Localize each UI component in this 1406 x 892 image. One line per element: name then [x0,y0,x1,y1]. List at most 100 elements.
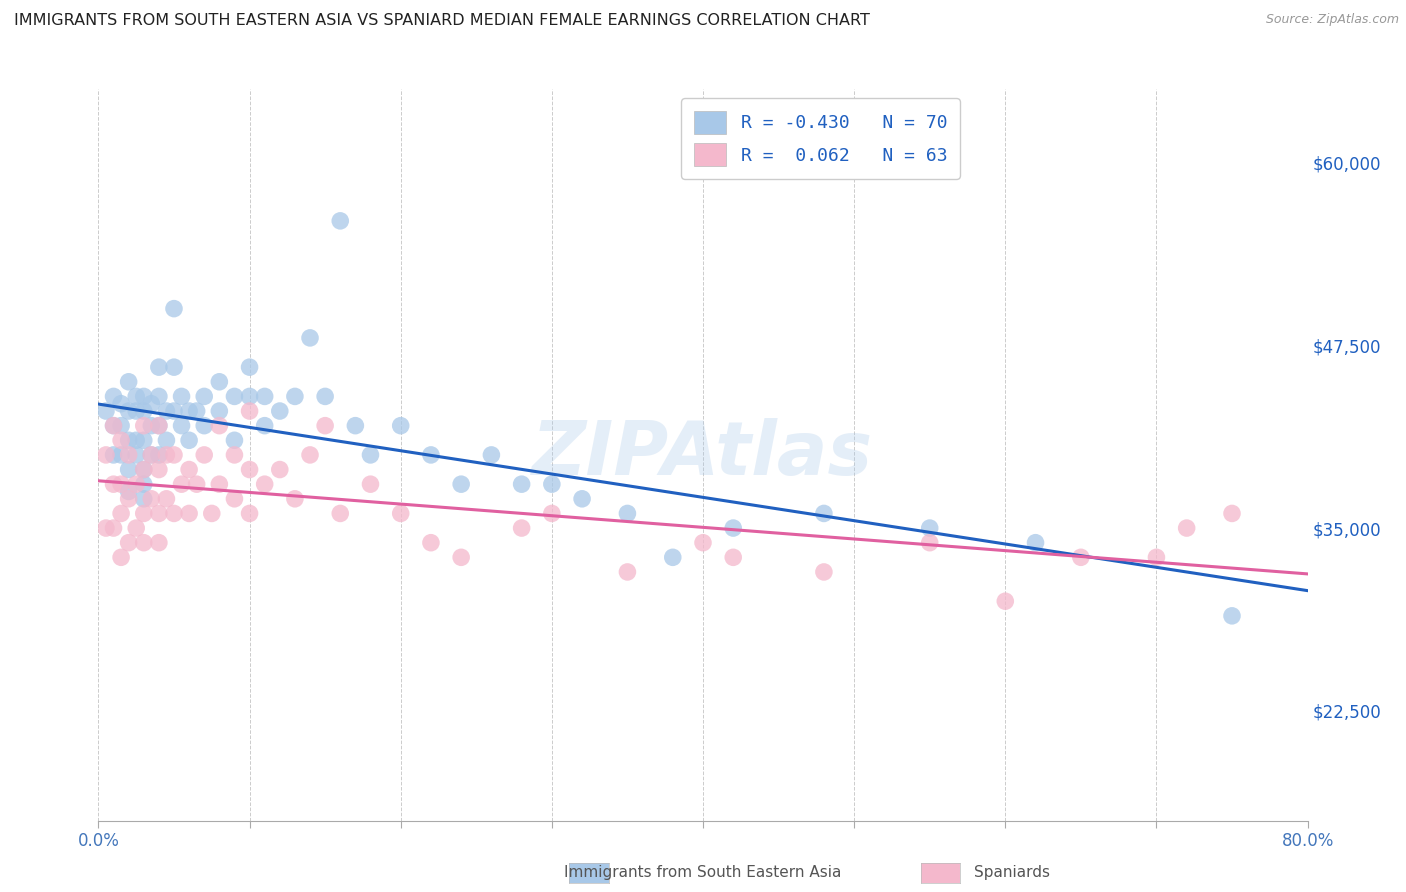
Point [540,507,562,521]
Point [118,375,141,389]
Point [186,477,208,491]
Point [284,491,307,506]
Point [208,418,231,433]
Point [110,434,132,448]
Point [118,448,141,462]
Point [723,521,745,535]
Point [450,550,472,565]
Point [170,477,193,491]
Point [110,507,132,521]
Point [141,448,163,462]
Point [360,477,382,491]
Point [723,550,745,565]
Point [132,462,155,476]
Point [813,507,835,521]
Point [269,404,291,418]
Point [193,448,215,462]
Point [1144,550,1167,565]
Point [239,507,262,521]
Point [110,477,132,491]
Point [239,404,262,418]
Legend: R = -0.430   N = 70, R =  0.062   N = 63: R = -0.430 N = 70, R = 0.062 N = 63 [681,98,960,179]
Point [148,535,170,549]
Point [193,418,215,433]
Point [132,462,155,476]
Point [170,389,193,403]
Point [314,418,336,433]
Point [692,535,714,549]
Point [239,389,262,403]
Point [1070,550,1092,565]
Point [94,448,117,462]
Text: Spaniards: Spaniards [974,865,1050,880]
Point [510,521,533,535]
Point [125,521,148,535]
Point [253,477,276,491]
Point [253,389,276,403]
Point [224,448,246,462]
Point [132,507,155,521]
Point [103,418,125,433]
Point [918,535,941,549]
Point [186,404,208,418]
Point [510,477,533,491]
Point [125,389,148,403]
Point [994,594,1017,608]
Point [1024,535,1046,549]
Text: IMMIGRANTS FROM SOUTH EASTERN ASIA VS SPANIARD MEDIAN FEMALE EARNINGS CORRELATIO: IMMIGRANTS FROM SOUTH EASTERN ASIA VS SP… [14,13,870,29]
Point [118,535,141,549]
Point [103,389,125,403]
Point [1175,521,1198,535]
Point [201,507,224,521]
Point [224,491,246,506]
Point [389,418,412,433]
Point [132,535,155,549]
Point [155,448,177,462]
Point [179,434,201,448]
Point [118,491,141,506]
Point [253,418,276,433]
Point [163,507,186,521]
Point [125,404,148,418]
Point [103,448,125,462]
Point [148,507,170,521]
Point [132,434,155,448]
Point [269,462,291,476]
Point [141,448,163,462]
Point [148,389,170,403]
Point [155,434,177,448]
Point [179,462,201,476]
Point [94,521,117,535]
Point [616,507,638,521]
Point [132,491,155,506]
Point [616,565,638,579]
Point [103,477,125,491]
Point [208,404,231,418]
Point [155,491,177,506]
Point [148,418,170,433]
Text: Source: ZipAtlas.com: Source: ZipAtlas.com [1265,13,1399,27]
Point [360,448,382,462]
Point [179,507,201,521]
Point [141,418,163,433]
Point [389,507,412,521]
Point [141,397,163,411]
Point [918,521,941,535]
Point [132,404,155,418]
Point [224,389,246,403]
Point [118,484,141,499]
Point [103,418,125,433]
Text: Immigrants from South Eastern Asia: Immigrants from South Eastern Asia [564,865,842,880]
Point [148,448,170,462]
Point [125,434,148,448]
Point [1220,608,1243,623]
Point [299,331,322,345]
Point [284,389,307,403]
Point [239,360,262,375]
Point [163,448,186,462]
Point [420,448,443,462]
Point [163,360,186,375]
Point [481,448,503,462]
Point [103,521,125,535]
Point [132,418,155,433]
